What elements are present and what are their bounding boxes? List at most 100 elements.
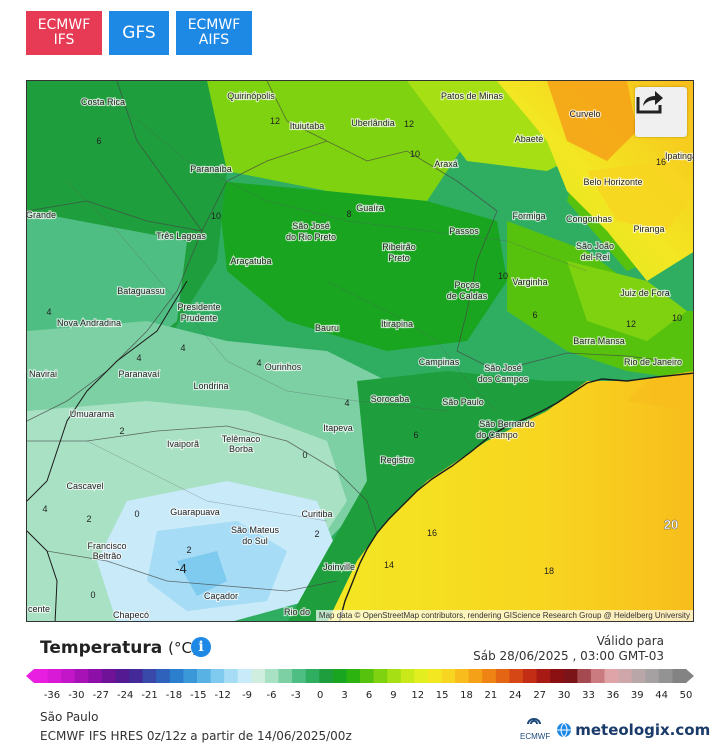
city-label-halo: São João — [576, 241, 614, 251]
temperature-map[interactable]: Costa Rica Costa Rica Quirinópolis Quirinóp… — [26, 80, 694, 622]
city-label: Araxá — [434, 159, 458, 169]
city-label: Preto — [388, 253, 410, 263]
model-button-ecmwf-aifs[interactable]: ECMWF AIFS — [176, 11, 252, 55]
city-label: Rio de Janeiro — [624, 357, 682, 367]
scale-swatch — [101, 669, 117, 683]
scale-swatch — [264, 669, 280, 683]
city-label-halo: Patos de Minas — [441, 91, 504, 101]
city-label: Poços — [454, 280, 480, 290]
model-button-gfs[interactable]: GFS — [109, 11, 169, 55]
model-button-ecmwf-ifs[interactable]: ECMWF IFS — [26, 11, 102, 55]
scale-tick-label: 9 — [390, 690, 397, 701]
city-label: São José — [292, 221, 330, 231]
scale-swatch — [618, 669, 633, 683]
city-label-halo: São José — [292, 221, 330, 231]
scale-swatch — [210, 669, 225, 683]
city-label-halo: Três Lagoas — [156, 231, 206, 241]
scale-swatch — [34, 669, 49, 683]
model-button-line1: ECMWF — [187, 17, 241, 33]
scale-tick-label: 30 — [557, 690, 571, 701]
scale-max-arrow — [686, 669, 694, 683]
scale-swatch — [577, 669, 592, 683]
city-label-halo: Rio de Janeiro — [624, 357, 682, 367]
city-label: Joinville — [323, 562, 355, 572]
scale-tick-label: 15 — [435, 690, 449, 701]
scale-tick-label: -9 — [242, 690, 253, 701]
scale-tick-label: -15 — [190, 690, 207, 701]
city-label-halo: dos Campos — [478, 374, 529, 384]
valid-label: Válido para — [596, 634, 664, 648]
city-label-halo: Juiz de Fora — [620, 288, 670, 298]
scale-swatch — [183, 669, 198, 683]
city-label-halo: Cascavel — [66, 481, 103, 491]
city-label-halo: Bauru — [315, 323, 339, 333]
city-label: Juiz de Fora — [620, 288, 670, 298]
city-label-halo: Curitiba — [301, 509, 332, 519]
scale-tick-label: 0 — [317, 690, 324, 701]
city-label-halo: Paranaíba — [190, 164, 232, 174]
scale-swatch — [47, 669, 62, 683]
city-label-halo: Telêmaco — [222, 434, 261, 444]
temperature-value: 2 — [186, 545, 191, 555]
city-label-halo: Londrina — [193, 381, 228, 391]
scale-tick-label: -30 — [68, 690, 85, 701]
city-label-halo: Araçatuba — [230, 256, 271, 266]
city-label: Prudente — [181, 313, 218, 323]
temperature-value: 4 — [136, 353, 141, 363]
city-label-halo: Borba — [229, 444, 253, 454]
city-label-halo: Curvelo — [569, 109, 600, 119]
city-label-halo: Preto — [388, 253, 410, 263]
city-label-halo: Abaeté — [515, 134, 544, 144]
scale-swatch — [672, 669, 687, 683]
scale-swatch — [604, 669, 619, 683]
share-button[interactable] — [635, 87, 687, 137]
temperature-value: 10 — [410, 149, 420, 159]
city-label: Curitiba — [301, 509, 332, 519]
valid-time: Válido para Sáb 28/06/2025 , 03:00 GMT-0… — [473, 634, 664, 664]
city-label: Piranga — [633, 224, 664, 234]
city-label: Beltrão — [93, 551, 122, 561]
temperature-value: 6 — [96, 136, 101, 146]
ecmwf-logo-text: ECMWF — [520, 732, 551, 741]
scale-swatch — [590, 669, 606, 683]
city-label-halo: São Bernardo — [479, 419, 535, 429]
meteologix-logo[interactable]: meteologix.com — [556, 721, 710, 739]
scale-tick-label: 21 — [484, 690, 498, 701]
city-label: do Sul — [242, 536, 268, 546]
map-attribution[interactable]: Map data © OpenStreetMap contributors, r… — [315, 610, 693, 621]
scale-swatch — [74, 669, 89, 683]
scale-swatch — [550, 669, 565, 683]
city-label: Varginha — [512, 277, 547, 287]
info-icon[interactable]: i — [191, 637, 211, 657]
scale-swatch — [441, 669, 456, 683]
city-label: Itapeva — [323, 423, 353, 433]
temperature-value: 0 — [90, 590, 95, 600]
city-label: Francisco — [87, 541, 126, 551]
temperature-value: 10 — [211, 211, 221, 221]
scale-swatch — [251, 669, 266, 683]
scale-tick-label: -12 — [214, 690, 231, 701]
city-label-halo: Umuarama — [70, 409, 115, 419]
city-label-halo: do Rio Preto — [286, 232, 336, 242]
scale-tick-label: 12 — [411, 690, 425, 701]
scale-tick-label: 24 — [508, 690, 522, 701]
temperature-value: 16 — [427, 528, 437, 538]
scale-swatch — [645, 669, 660, 683]
city-label-halo: Ituiutaba — [290, 121, 325, 131]
temperature-value: 4 — [46, 307, 51, 317]
city-label: Ipatinga — [665, 151, 694, 161]
temperature-value: 20 — [664, 517, 678, 532]
legend-title-text: Temperatura — [40, 638, 163, 658]
city-label-halo: Campinas — [419, 357, 460, 367]
city-label-halo: Ribeirão — [382, 242, 416, 252]
scale-tick-label: 44 — [655, 690, 668, 701]
ecmwf-mark-icon — [527, 718, 542, 725]
city-label: del-Rei — [581, 252, 610, 262]
city-label-halo: Caçador — [204, 591, 238, 601]
model-run-info: ECMWF IFS HRES 0z/12z a partir de 14/06/… — [40, 729, 352, 743]
valid-time-value: Sáb 28/06/2025 , 03:00 GMT-03 — [473, 649, 664, 663]
temperature-value: 4 — [42, 504, 47, 514]
model-button-label: GFS — [122, 22, 156, 43]
scale-swatch — [495, 669, 511, 683]
